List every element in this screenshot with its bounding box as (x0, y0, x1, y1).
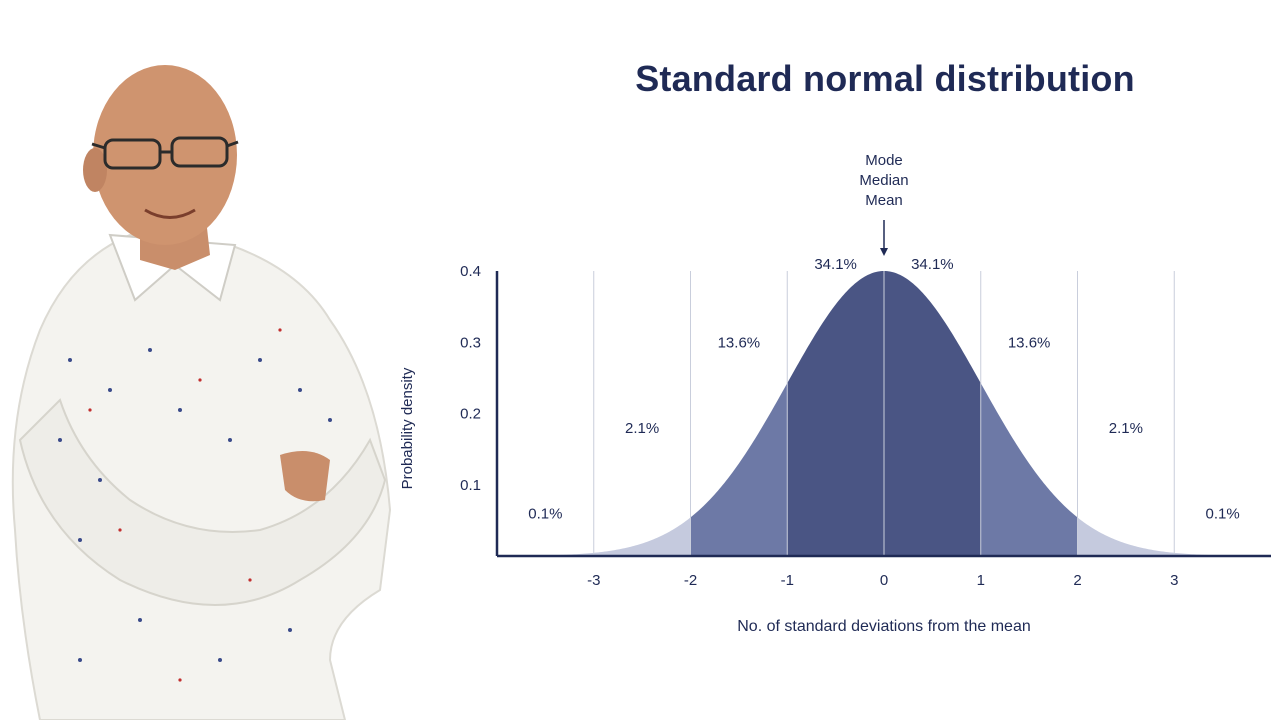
region-5 (980, 383, 1078, 556)
y-tick-label: 0.4 (460, 263, 481, 280)
x-axis-title: No. of standard deviations from the mean (737, 618, 1031, 635)
y-axis-title: Probability density (399, 367, 416, 489)
peak-annotation-line: Mean (865, 192, 903, 209)
x-tick-label: -1 (781, 572, 794, 589)
region-percent-label: 2.1% (1109, 420, 1143, 437)
region-6 (1077, 517, 1175, 556)
axis-layer (495, 271, 1271, 558)
y-tick-label: 0.1 (460, 477, 481, 494)
region-1 (593, 517, 691, 556)
chart-title: Standard normal distribution (635, 58, 1135, 99)
x-tick-label: 3 (1170, 572, 1178, 589)
presenter-arms (18, 398, 387, 606)
region-percent-label: 2.1% (625, 420, 659, 437)
presenter-head (93, 65, 237, 245)
region-percent-label: 13.6% (1008, 334, 1051, 351)
x-tick-label: 1 (977, 572, 985, 589)
region-percent-label: 34.1% (911, 256, 954, 273)
labels-layer: -3 -2 -1 0 1 2 3 0.1 0.2 0.3 0.4 No. of standard de… (399, 152, 1240, 635)
x-tick-label: 2 (1073, 572, 1081, 589)
grid-layer (593, 271, 1175, 556)
region-percent-label: 0.1% (528, 505, 562, 522)
x-tick-label: -3 (587, 572, 600, 589)
x-tick-label: 0 (880, 572, 888, 589)
region-percent-label: 0.1% (1206, 505, 1240, 522)
peak-annotation-line: Median (859, 172, 908, 189)
x-tick-label: -2 (684, 572, 697, 589)
regions-layer (497, 271, 1271, 556)
presenter-photo (11, 65, 392, 720)
y-tick-label: 0.2 (460, 406, 481, 423)
region-percent-label: 13.6% (718, 334, 761, 351)
region-4 (884, 271, 981, 556)
y-tick-label: 0.3 (460, 334, 481, 351)
region-2 (690, 383, 788, 556)
presenter-hand (280, 451, 330, 502)
peak-annotation-line: Mode (865, 152, 903, 169)
arrow-down-icon (880, 248, 888, 256)
region-3 (787, 271, 884, 556)
glasses-icon (91, 136, 239, 170)
region-percent-label: 34.1% (814, 256, 857, 273)
